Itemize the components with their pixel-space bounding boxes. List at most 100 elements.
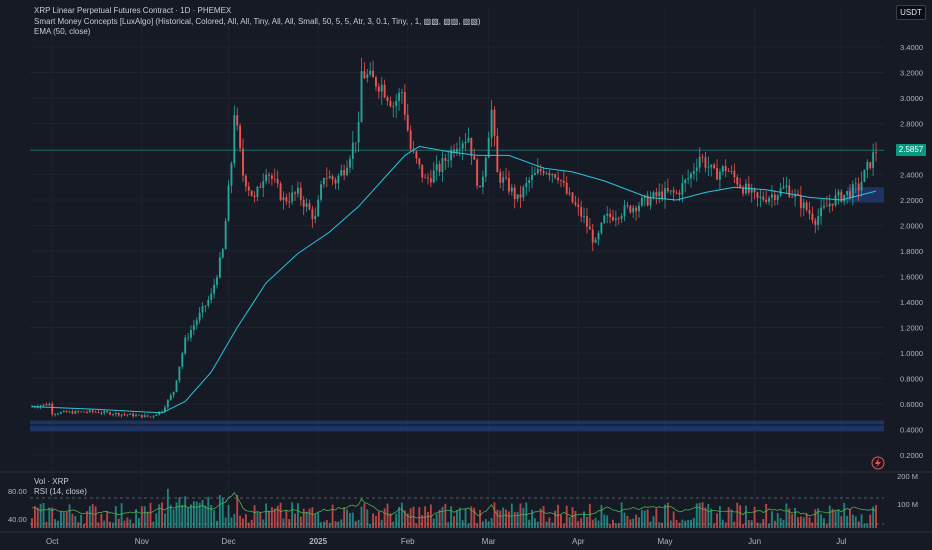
volume-bar [57, 520, 59, 528]
candle-body [756, 192, 759, 198]
volume-bar [308, 508, 311, 528]
candle-body [389, 100, 392, 107]
volume-label[interactable]: Vol · XRP [34, 477, 69, 486]
volume-bar [649, 521, 652, 528]
volume-bar [846, 515, 849, 528]
candle-body [776, 195, 779, 200]
candle-body [583, 216, 586, 217]
candle-body [296, 187, 299, 194]
volume-bar [507, 511, 510, 528]
candle-body [797, 193, 799, 196]
price-tick-label: 1.0000 [900, 349, 923, 358]
candle-body [288, 201, 291, 203]
symbol-title[interactable]: XRP Linear Perpetual Futures Contract · … [34, 6, 232, 15]
candle-body [268, 174, 270, 176]
candle-body [363, 71, 366, 79]
rsi-label[interactable]: RSI (14, close) [34, 487, 87, 496]
volume-bar [869, 514, 872, 528]
candle-body [678, 192, 681, 195]
price-tick-label: 1.2000 [900, 324, 923, 333]
candle-body [97, 412, 100, 413]
candle-body [135, 415, 137, 417]
volume-bar [785, 503, 788, 528]
candle-body [814, 220, 817, 225]
candle-body [626, 205, 629, 207]
candle-body [83, 411, 85, 413]
candle-body [383, 84, 386, 98]
candle-body [473, 156, 476, 160]
alert-icon[interactable] [871, 456, 885, 470]
candle-body [461, 143, 464, 149]
volume-bar [152, 521, 155, 528]
volume-bar [857, 521, 860, 528]
volume-bar [201, 499, 204, 528]
candle-body [528, 180, 531, 183]
volume-bar [59, 511, 62, 528]
price-axis[interactable]: 3.40003.20003.00002.80002.60002.40002.20… [900, 43, 923, 460]
volume-bar [814, 509, 817, 528]
time-axis[interactable]: Oct Nov Dec 2025 Feb Mar Apr May Jun Jul [46, 537, 847, 546]
volume-bar [568, 517, 571, 528]
candle-body [239, 125, 242, 149]
candle-body [799, 195, 802, 209]
time-tick-label: Jun [748, 537, 761, 546]
volume-bar [33, 506, 36, 528]
candle-body [109, 412, 111, 415]
candle-body [432, 170, 435, 183]
volume-bar [744, 505, 747, 528]
candle-body [311, 209, 314, 220]
volume-bar [496, 509, 499, 528]
volume-bar [190, 504, 192, 528]
price-tick-label: 0.8000 [900, 375, 923, 384]
candle-body [753, 188, 756, 193]
volume-bar [759, 523, 762, 528]
candle-body [415, 151, 418, 159]
volume-bar [392, 521, 395, 528]
ema-indicator-label[interactable]: EMA (50, close) [34, 27, 91, 36]
volume-bar [834, 510, 837, 528]
volume-bar [765, 503, 768, 528]
volume-bar [652, 516, 655, 528]
candle-body [849, 191, 851, 198]
candle-body [851, 184, 854, 198]
volume-bar [843, 502, 846, 528]
price-tick-label: 0.2000 [900, 451, 923, 460]
candle-body [464, 141, 467, 144]
price-tick-label: 1.8000 [900, 247, 923, 256]
volume-bar [216, 520, 218, 528]
candle-body [773, 194, 776, 200]
price-tick-label: 0.6000 [900, 400, 923, 409]
volume-bar [600, 504, 603, 528]
candle-body [166, 399, 169, 408]
volume-bar [875, 505, 877, 528]
candle-body [138, 414, 140, 416]
volume-bar [259, 512, 262, 528]
candle-body [846, 191, 849, 195]
volume-bar [638, 517, 640, 528]
volume-bar [513, 512, 516, 528]
candle-body [51, 403, 54, 415]
volume-bar [71, 513, 74, 528]
volume-bar [207, 496, 210, 528]
volume-bar [574, 510, 577, 528]
candle-body [823, 205, 825, 208]
candle-body [221, 249, 224, 258]
candle-body [531, 174, 533, 181]
currency-badge[interactable]: USDT [896, 5, 926, 20]
price-tick-label: 3.0000 [900, 94, 923, 103]
volume-bar [811, 522, 814, 528]
time-tick-label: 2025 [309, 537, 327, 546]
volume-bar [138, 517, 140, 528]
volume-bar [31, 518, 33, 528]
candle-body [586, 216, 588, 227]
smc-indicator-label[interactable]: Smart Money Concepts [LuxAlgo] (Historic… [34, 16, 481, 26]
candle-body [652, 192, 655, 198]
volume-bar [314, 513, 317, 528]
volume-bar [146, 511, 149, 528]
candle-body [453, 149, 455, 154]
volume-bar [366, 509, 369, 528]
volume-bar [421, 514, 424, 528]
candle-body [834, 195, 837, 206]
volume-bar [666, 502, 669, 528]
